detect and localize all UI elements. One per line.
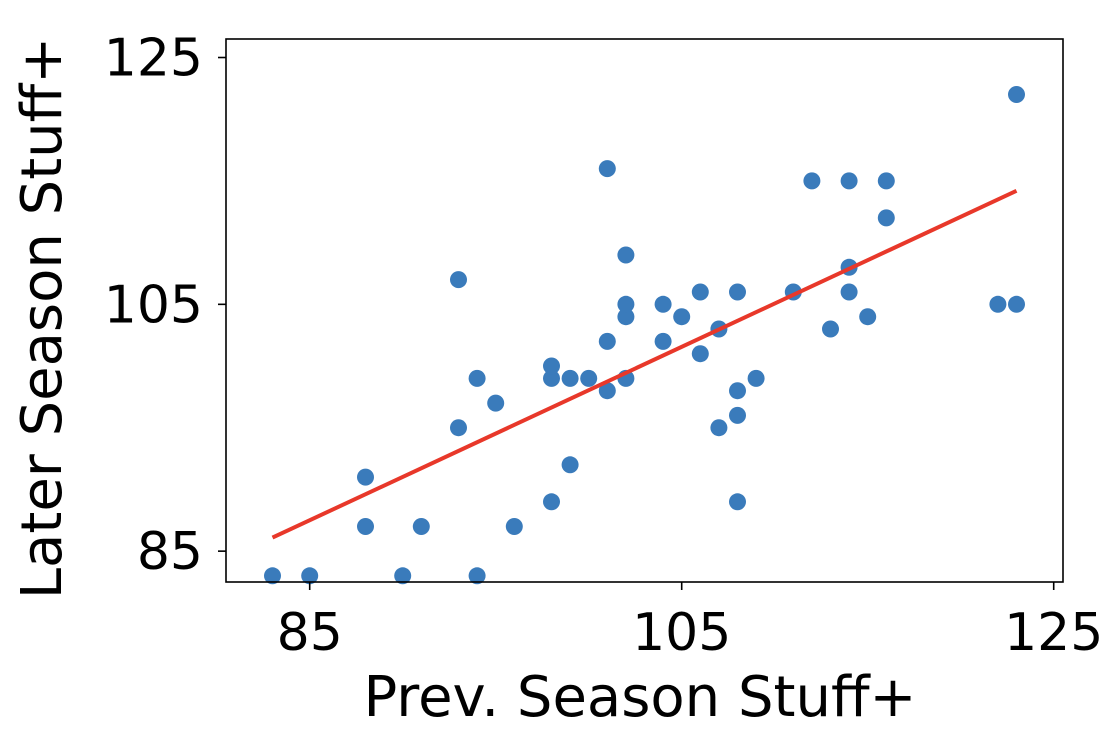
- data-point: [691, 283, 709, 301]
- x-tick-label: 105: [632, 603, 731, 663]
- data-point: [580, 369, 598, 387]
- data-point: [729, 382, 746, 400]
- data-point: [598, 160, 616, 178]
- data-point: [357, 518, 374, 535]
- data-point: [859, 308, 877, 326]
- data-point: [691, 345, 709, 363]
- y-tick-label: 105: [104, 275, 203, 335]
- data-point: [301, 567, 319, 585]
- data-point: [877, 172, 895, 190]
- data-point: [561, 456, 579, 474]
- y-axis-label: Later Season Stuff+: [10, 37, 75, 599]
- data-point: [412, 518, 430, 535]
- data-point: [803, 172, 821, 190]
- data-point: [617, 308, 635, 326]
- x-tick-label: 85: [277, 603, 343, 663]
- data-point: [729, 493, 746, 511]
- data-point: [654, 295, 672, 313]
- data-point: [450, 419, 467, 437]
- data-point: [729, 283, 746, 301]
- plot-marks: [264, 86, 1025, 585]
- data-point: [450, 271, 467, 289]
- data-point: [505, 518, 523, 535]
- data-point: [710, 419, 728, 437]
- data-point: [543, 493, 560, 511]
- data-point: [1008, 86, 1025, 103]
- data-point: [989, 295, 1007, 313]
- data-point: [747, 369, 765, 387]
- x-axis-label: Prev. Season Stuff+: [364, 665, 917, 730]
- plot-frame: [225, 38, 1064, 583]
- data-point: [394, 567, 412, 585]
- data-point: [822, 320, 839, 338]
- data-point: [654, 332, 672, 350]
- data-point: [877, 209, 895, 227]
- data-point: [357, 468, 374, 486]
- data-point: [617, 295, 635, 313]
- data-point: [729, 406, 746, 424]
- data-point: [598, 332, 616, 350]
- data-point: [673, 308, 691, 326]
- fit-line: [271, 188, 1018, 540]
- data-point: [840, 283, 858, 301]
- data-point: [487, 394, 505, 412]
- data-point: [598, 382, 616, 400]
- axis-ticks: 85 105 125 85 105 125: [104, 29, 1104, 663]
- data-point: [543, 357, 560, 375]
- data-point: [617, 246, 635, 264]
- data-point: [561, 369, 579, 387]
- data-point: [468, 567, 486, 585]
- data-point: [543, 369, 560, 387]
- data-point: [1008, 295, 1025, 313]
- data-point: [264, 567, 281, 585]
- x-tick-label: 125: [1004, 603, 1103, 663]
- data-point: [468, 369, 486, 387]
- y-tick-label: 125: [104, 29, 203, 89]
- data-point: [840, 172, 858, 190]
- y-tick-label: 85: [137, 522, 203, 582]
